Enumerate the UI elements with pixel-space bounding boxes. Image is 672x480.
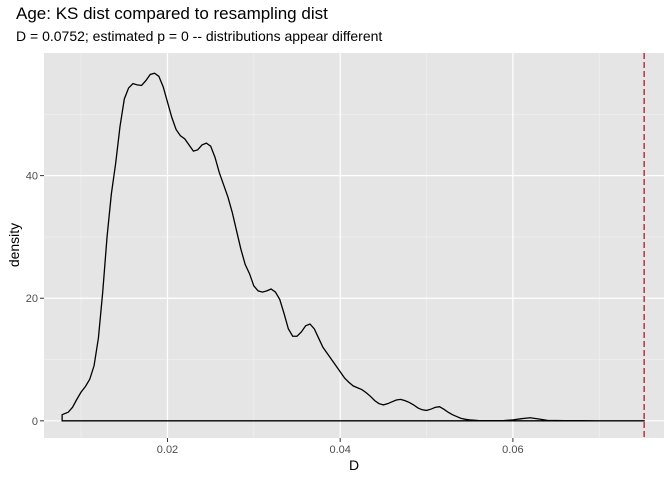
chart-title: Age: KS dist compared to resampling dist — [16, 4, 328, 23]
y-tick-label: 40 — [26, 171, 38, 183]
x-axis-title: D — [349, 457, 359, 473]
chart-subtitle: D = 0.0752; estimated p = 0 -- distribut… — [16, 28, 383, 44]
plot-panel — [44, 53, 664, 438]
x-tick-label: 0.04 — [329, 444, 350, 456]
y-axis-title: density — [6, 223, 22, 267]
x-tick-label: 0.02 — [157, 444, 178, 456]
y-tick-label: 0 — [32, 416, 38, 428]
x-tick-label: 0.06 — [502, 444, 523, 456]
minor-gridlines — [44, 53, 664, 438]
y-tick-label: 20 — [26, 293, 38, 305]
density-curve — [61, 72, 645, 422]
axis-ticks: 0.02 0.04 0.06 0 20 40 — [26, 171, 524, 456]
